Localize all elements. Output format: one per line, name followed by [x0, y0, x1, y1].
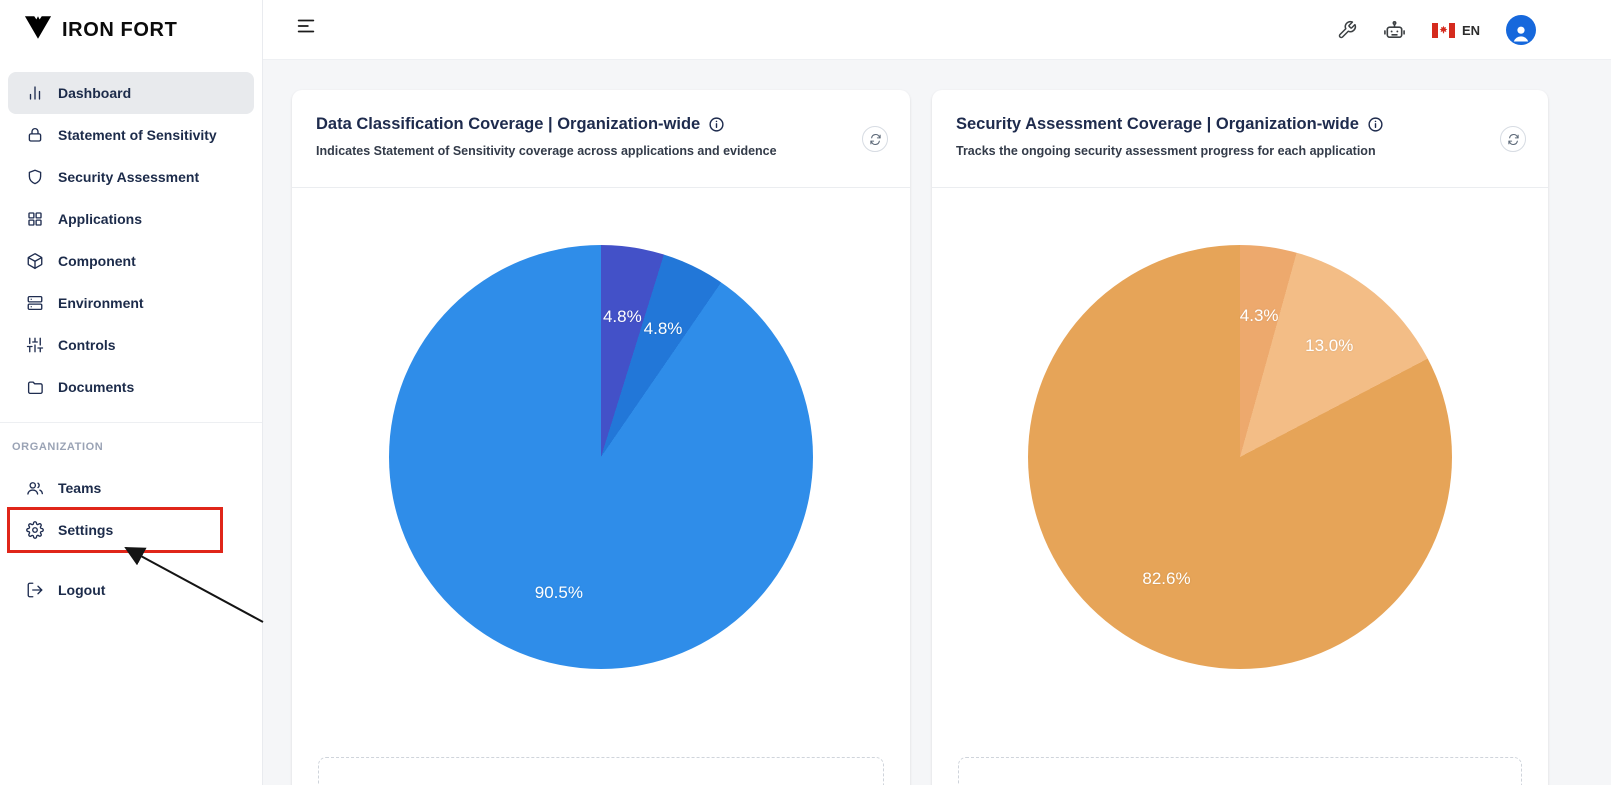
topbar: EN	[263, 0, 1611, 60]
sidebar-item-applications[interactable]: Applications	[8, 198, 254, 240]
sidebar-item-label: Security Assessment	[58, 169, 200, 185]
sidebar-item-statement-of-sensitivity[interactable]: Statement of Sensitivity	[8, 114, 254, 156]
refresh-button[interactable]	[1500, 126, 1526, 152]
sidebar-item-label: Settings	[58, 522, 114, 538]
pie-slice-label: 13.0%	[1305, 336, 1354, 356]
sidebar-item-label: Applications	[58, 211, 143, 227]
canada-flag-icon	[1431, 22, 1455, 38]
info-icon[interactable]	[708, 116, 725, 133]
folder-icon	[27, 381, 43, 395]
sidebar-item-dashboard[interactable]: Dashboard	[8, 72, 254, 114]
menu-toggle-icon[interactable]	[295, 15, 317, 42]
topbar-actions: EN	[1337, 0, 1536, 60]
sidebar-item-security-assessment[interactable]: Security Assessment	[8, 156, 254, 198]
sidebar-item-label: Logout	[58, 582, 106, 598]
pie-slice-label: 90.5%	[534, 582, 583, 602]
grid-icon	[28, 212, 42, 226]
pie-slice-label: 82.6%	[1142, 568, 1191, 588]
refresh-icon	[1507, 133, 1519, 145]
pie-slice-label: 4.8%	[643, 319, 683, 339]
sidebar-item-documents[interactable]: Documents	[8, 366, 254, 408]
sidebar: IRON FORT Dashboard Statement of Sensiti…	[0, 0, 263, 785]
sidebar-item-settings[interactable]: Settings	[7, 507, 254, 553]
user-icon	[1513, 26, 1529, 42]
security-assessment-pie-chart[interactable]: 4.3% 13.0% 82.6%	[1028, 245, 1452, 669]
package-icon	[27, 253, 43, 270]
user-avatar[interactable]	[1506, 15, 1536, 45]
card-header: Security Assessment Coverage | Organizat…	[932, 90, 1548, 188]
language-label: EN	[1461, 22, 1480, 38]
main-content: Data Classification Coverage | Organizat…	[263, 60, 1611, 785]
logo-mark-icon	[24, 15, 52, 45]
security-assessment-card: Security Assessment Coverage | Organizat…	[932, 90, 1548, 785]
pie-chart-wrapper: 4.3% 13.0% 82.6%	[1028, 245, 1452, 669]
sidebar-item-component[interactable]: Component	[8, 240, 254, 282]
sidebar-item-logout[interactable]: Logout	[8, 569, 254, 611]
refresh-icon	[869, 133, 881, 145]
language-selector[interactable]: EN	[1431, 22, 1480, 38]
organization-section-label: ORGANIZATION	[12, 441, 104, 453]
sidebar-item-label: Component	[58, 253, 136, 269]
card-subtitle: Indicates Statement of Sensitivity cover…	[316, 144, 777, 158]
sliders-icon	[26, 337, 44, 353]
card-title: Security Assessment Coverage | Organizat…	[956, 115, 1359, 133]
card-subtitle: Tracks the ongoing security assessment p…	[956, 144, 1376, 158]
sidebar-item-label: Controls	[58, 337, 116, 353]
sidebar-item-label: Teams	[58, 480, 102, 496]
gear-icon	[26, 521, 44, 539]
sidebar-item-label: Documents	[58, 379, 135, 395]
sidebar-item-label: Statement of Sensitivity	[58, 127, 217, 143]
lock-icon	[28, 128, 42, 142]
wrench-icon[interactable]	[1337, 20, 1357, 40]
data-classification-card: Data Classification Coverage | Organizat…	[292, 90, 910, 785]
sidebar-item-controls[interactable]: Controls	[8, 324, 254, 366]
app-name: IRON FORT	[62, 18, 178, 41]
refresh-button[interactable]	[862, 126, 888, 152]
data-classification-pie-chart[interactable]: 4.8% 4.8% 90.5%	[389, 245, 813, 669]
chart-legend-placeholder	[958, 757, 1522, 785]
sidebar-menu: Dashboard Statement of Sensitivity Secur…	[0, 58, 262, 408]
app-logo[interactable]: IRON FORT	[0, 0, 262, 58]
info-icon[interactable]	[1367, 116, 1384, 133]
users-icon	[27, 482, 44, 495]
sidebar-item-label: Environment	[58, 295, 144, 311]
sidebar-organization-section: ORGANIZATION Teams Settings Logout	[0, 422, 262, 611]
sidebar-item-environment[interactable]: Environment	[8, 282, 254, 324]
server-icon	[27, 295, 43, 311]
chart-legend-placeholder	[318, 757, 884, 785]
sidebar-item-teams[interactable]: Teams	[8, 467, 254, 509]
robot-assistant-icon[interactable]	[1383, 19, 1406, 42]
pie-slice-label: 4.8%	[602, 306, 642, 326]
logout-icon	[27, 582, 43, 598]
pie-slice-label: 4.3%	[1239, 306, 1279, 326]
card-title: Data Classification Coverage | Organizat…	[316, 115, 701, 133]
card-header: Data Classification Coverage | Organizat…	[292, 90, 910, 188]
bar-chart-icon	[29, 86, 41, 100]
shield-icon	[28, 169, 42, 185]
pie-chart-wrapper: 4.8% 4.8% 90.5%	[389, 245, 813, 669]
sidebar-item-label: Dashboard	[58, 85, 132, 101]
